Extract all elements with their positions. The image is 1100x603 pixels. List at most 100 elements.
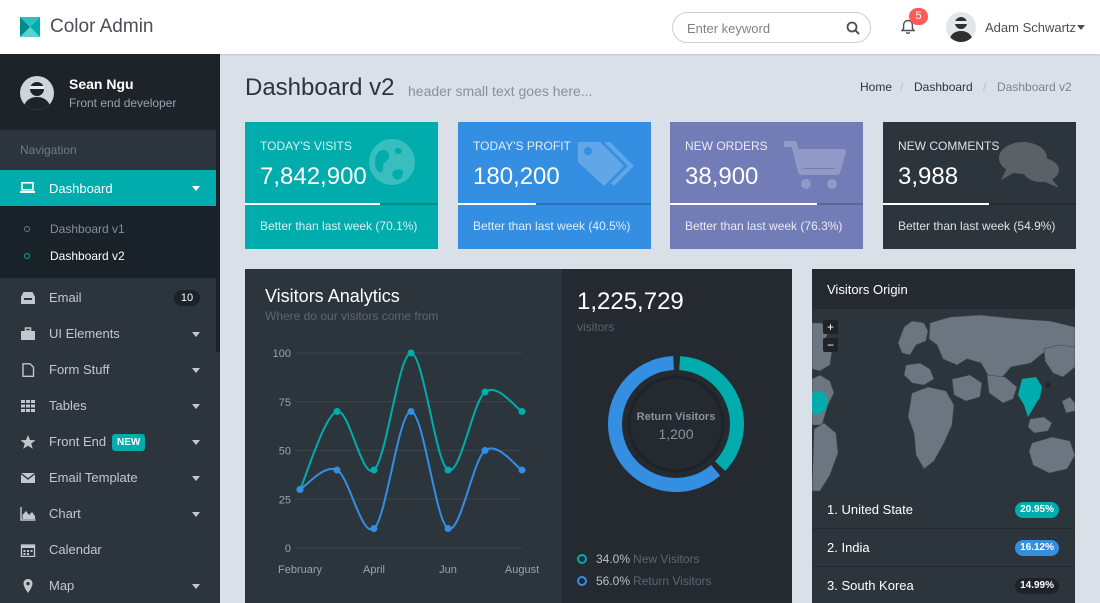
sidebar: Sean Ngu Front end developer Navigation … (0, 54, 220, 603)
chevron-down-icon (192, 476, 200, 481)
shopping-cart-icon (784, 141, 846, 189)
sidebar-item-form-stuff[interactable]: Form Stuff (0, 352, 216, 388)
stat-value: 180,200 (473, 163, 560, 190)
data-point[interactable] (407, 349, 415, 357)
stat-title: TODAY'S VISITS (260, 139, 352, 153)
submenu-item-dashboard-v2[interactable]: Dashboard v2 (0, 243, 216, 269)
user-avatar[interactable] (946, 12, 976, 42)
country-label: 1. United State (827, 502, 913, 517)
sidebar-item-ui-elements[interactable]: UI Elements (0, 316, 216, 352)
sidebar-item-tables[interactable]: Tables (0, 388, 216, 424)
breadcrumb-separator: / (900, 80, 904, 94)
data-point[interactable] (333, 408, 341, 415)
inbox-icon (21, 292, 35, 304)
sidebar-profile[interactable]: Sean Ngu Front end developer (0, 54, 220, 130)
data-point[interactable] (370, 466, 378, 474)
sidebar-item-label: Email Template (49, 470, 138, 485)
profile-role: Front end developer (69, 96, 177, 110)
user-name[interactable]: Adam Schwartz (985, 20, 1077, 35)
stat-progress-bar (245, 203, 438, 205)
calendar-icon (20, 544, 36, 557)
chevron-down-icon (192, 584, 200, 589)
stat-value: 3,988 (898, 163, 959, 190)
sidebar-item-email-template[interactable]: Email Template (0, 460, 216, 496)
y-tick-label: 50 (279, 446, 291, 458)
stat-progress-bar (883, 203, 1076, 205)
donut-segment[interactable] (679, 356, 744, 471)
data-point[interactable] (407, 408, 415, 415)
data-point[interactable] (481, 447, 489, 454)
origin-row: 3. South Korea 14.99% (812, 567, 1075, 603)
data-point[interactable] (296, 486, 304, 493)
donut-segment[interactable] (608, 356, 721, 492)
origin-row: 1. United State 20.95% (812, 491, 1075, 529)
stat-progress-fill (883, 203, 989, 205)
legend-name: Return Visitors (633, 574, 712, 588)
stat-title: TODAY'S PROFIT (473, 139, 571, 153)
breadcrumb-home[interactable]: Home (860, 80, 893, 94)
legend-name: New Visitors (633, 552, 700, 566)
chevron-down-icon (192, 186, 200, 191)
country-pct-badge: 20.95% (1015, 502, 1059, 518)
sidebar-item-front-end[interactable]: Front End NEW (0, 424, 216, 460)
data-point[interactable] (333, 466, 341, 474)
sidebar-item-label: Email (49, 290, 82, 305)
country-pct-badge: 14.99% (1015, 578, 1059, 594)
search-input[interactable]: Enter keyword (672, 12, 871, 43)
stat-progress-bar (670, 203, 863, 205)
stat-value: 7,842,900 (260, 163, 367, 190)
envelope-icon (20, 472, 36, 483)
y-tick-label: 0 (285, 543, 291, 555)
legend-marker (577, 576, 587, 586)
stat-card-comments: NEW COMMENTS 3,988 Better than last week… (883, 122, 1076, 249)
analytics-summary: 1,225,729 visitors Return Visitors 1,200 … (562, 269, 792, 603)
sidebar-item-label: Chart (49, 506, 81, 521)
stat-value: 38,900 (685, 163, 759, 190)
sidebar-item-email[interactable]: Email 10 (0, 280, 216, 316)
sidebar-item-map[interactable]: Map (0, 568, 216, 603)
origin-title: Visitors Origin (827, 282, 908, 297)
new-badge: NEW (112, 434, 146, 451)
breadcrumb-dashboard[interactable]: Dashboard (914, 80, 973, 94)
brand[interactable]: Color Admin (20, 16, 154, 38)
chevron-down-icon[interactable] (1077, 25, 1085, 30)
x-tick-label: February (278, 564, 323, 576)
legend-pct: 56.0% (596, 574, 631, 588)
data-point[interactable] (444, 525, 452, 532)
analytics-chart-area: Visitors Analytics Where do our visitors… (245, 269, 562, 603)
comments-icon (999, 142, 1059, 188)
legend-marker (577, 554, 587, 564)
data-point[interactable] (518, 466, 526, 474)
map-marker-icon (23, 579, 33, 593)
sidebar-scrollbar[interactable] (216, 54, 220, 352)
data-point[interactable] (370, 525, 378, 532)
sidebar-item-label: Front End (49, 434, 107, 449)
file-icon (22, 363, 35, 377)
sidebar-item-calendar[interactable]: Calendar (0, 532, 216, 568)
world-map[interactable]: + − (812, 309, 1075, 491)
zoom-in-button[interactable]: + (823, 320, 838, 334)
sidebar-item-label: UI Elements (49, 326, 120, 341)
email-count-badge: 10 (174, 290, 200, 306)
chevron-down-icon (192, 332, 200, 337)
sidebar-item-label: Dashboard (49, 181, 113, 196)
line-chart: 0 25 50 75 100 February April Jun August (273, 348, 539, 576)
submenu-item-label: Dashboard v1 (50, 222, 125, 236)
sidebar-item-dashboard[interactable]: Dashboard (0, 170, 216, 206)
data-point[interactable] (481, 388, 489, 396)
search-icon[interactable] (846, 21, 860, 35)
notification-badge: 5 (909, 8, 928, 25)
top-header: Color Admin Enter keyword 5 Adam Schwart… (0, 0, 1100, 54)
data-point[interactable] (518, 408, 526, 415)
star-icon (20, 435, 36, 449)
tags-icon (578, 142, 634, 186)
submenu-item-dashboard-v1[interactable]: Dashboard v1 (0, 216, 216, 242)
data-point[interactable] (444, 466, 452, 474)
sidebar-item-chart[interactable]: Chart (0, 496, 216, 532)
y-tick-label: 75 (279, 397, 291, 409)
zoom-out-button[interactable]: − (823, 338, 838, 352)
country-pct-badge: 16.12% (1015, 540, 1059, 556)
stat-progress-fill (245, 203, 381, 205)
series-line-2 (299, 410, 523, 531)
area-chart-icon (20, 507, 36, 521)
